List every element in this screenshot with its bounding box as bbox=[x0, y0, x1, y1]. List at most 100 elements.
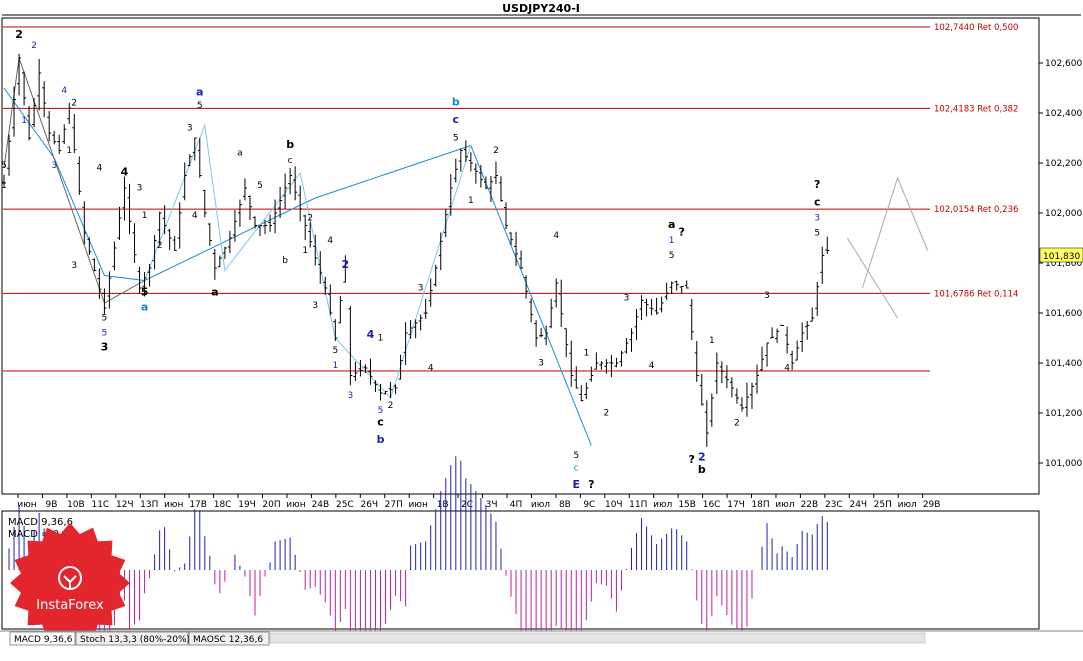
wave-label-18: 5 bbox=[141, 286, 149, 299]
tab-maosc-label: MAOSC 12,36,6 bbox=[193, 635, 263, 645]
tab-macd-label: MACD 9,36,6 bbox=[14, 635, 73, 645]
wave-label-26: 5 bbox=[257, 181, 263, 191]
wave-label-8: 3 bbox=[51, 161, 57, 171]
wave-label-0: 5 bbox=[1, 161, 7, 171]
wave-label-54: c bbox=[574, 464, 579, 474]
wave-label-69: b bbox=[698, 463, 706, 476]
wave-label-72: ? bbox=[814, 178, 820, 191]
wave-gray-line bbox=[3, 57, 145, 304]
wave-label-24: a bbox=[211, 286, 218, 299]
macd-value-label: MACD = 0,07 bbox=[8, 529, 75, 540]
tab-scrollbar[interactable] bbox=[269, 632, 926, 644]
wave-label-62: 1 bbox=[669, 236, 675, 246]
time-label-11: июн bbox=[286, 500, 305, 510]
current-price-label: 101,830 bbox=[1043, 252, 1080, 262]
fib-label-3: 101,6786 Ret 0,114 bbox=[934, 289, 1018, 299]
time-label-0: июн bbox=[17, 500, 36, 510]
wave-label-3: 2 bbox=[31, 41, 37, 51]
price-bars bbox=[2, 53, 830, 447]
wave-label-60: 4 bbox=[649, 361, 655, 371]
projection-lines bbox=[846, 176, 929, 319]
wave-label-29: b bbox=[282, 256, 288, 266]
wave-label-14: 4 bbox=[121, 166, 129, 179]
wave-label-19: a bbox=[141, 301, 148, 314]
fib-label-1: 102,4183 Ret 0,382 bbox=[934, 104, 1018, 114]
wave-label-20: 3 bbox=[187, 124, 193, 134]
time-label-5: 13П bbox=[140, 500, 158, 510]
fib-label-0: 102,7440 Ret 0,500 bbox=[934, 23, 1018, 33]
time-axis: июн 9В 10В 11С 12Ч 13П июн 17В 18С 19Ч 20П июн 24В 25… bbox=[17, 494, 940, 510]
time-label-7: 17В bbox=[189, 500, 207, 510]
wave-label-21: 5 bbox=[197, 101, 203, 111]
time-label-15: 27П bbox=[385, 500, 403, 510]
time-label-36: июл bbox=[898, 500, 917, 510]
wave-label-40: 2 bbox=[388, 401, 394, 411]
projection-up bbox=[861, 176, 929, 289]
tab-stoch[interactable]: Stoch 13,3,3 (80%-20%) bbox=[75, 631, 190, 646]
wave-label-57: 1 bbox=[583, 349, 589, 359]
price-label-6: 101,400 bbox=[1045, 359, 1082, 369]
time-label-6: июн bbox=[164, 500, 183, 510]
wave-label-55: E bbox=[573, 478, 581, 491]
time-label-32: 22В bbox=[801, 500, 819, 510]
time-label-26: июл bbox=[653, 500, 672, 510]
time-label-21: июл bbox=[531, 500, 550, 510]
wave-label-23: 4 bbox=[192, 211, 198, 221]
wave-label-75: 5 bbox=[814, 229, 820, 239]
wave-label-37: 3 bbox=[348, 391, 354, 401]
time-label-27: 15В bbox=[678, 500, 696, 510]
fibonacci-levels: 102,7440 Ret 0,500 102,4183 Ret 0,382 102,… bbox=[3, 23, 1018, 299]
wave-label-56: ? bbox=[588, 478, 594, 491]
time-label-10: 20П bbox=[262, 500, 280, 510]
wave-label-32: 4 bbox=[327, 236, 333, 246]
time-label-35: 25П bbox=[874, 500, 892, 510]
time-label-24: 10Ч bbox=[605, 500, 623, 510]
tab-macd[interactable]: MACD 9,36,6 bbox=[9, 631, 76, 646]
price-axis: 102,600 102,400 102,200 102,000 101,800 101,6… bbox=[1039, 59, 1082, 469]
wave-label-74: 3 bbox=[814, 214, 820, 224]
wave-label-33: 3 bbox=[312, 301, 318, 311]
logo-text: InstaForex bbox=[36, 598, 104, 613]
wave-label-16: 1 bbox=[142, 211, 148, 221]
time-label-16: июн bbox=[409, 500, 428, 510]
wave-label-30: 1 bbox=[302, 246, 308, 256]
wave-label-9: 4 bbox=[97, 164, 103, 174]
wave-label-67: 2 bbox=[698, 451, 706, 464]
time-label-8: 18С bbox=[214, 500, 232, 510]
time-label-34: 24Ч bbox=[849, 500, 867, 510]
wave-label-4: 1 bbox=[21, 116, 27, 126]
macd-settings-label: MACD 9,36,6 bbox=[8, 517, 73, 528]
wave-label-5: 4 bbox=[61, 86, 67, 96]
wave-label-52: 4 bbox=[553, 231, 559, 241]
price-label-1: 102,400 bbox=[1045, 109, 1082, 119]
time-label-13: 25С bbox=[336, 500, 354, 510]
wave-label-41: 5 bbox=[378, 406, 384, 416]
time-label-37: 29В bbox=[923, 500, 941, 510]
macd-pane-frame bbox=[1, 510, 1040, 630]
time-label-29: 17Ч bbox=[727, 500, 745, 510]
wave-label-68: ? bbox=[689, 453, 695, 466]
wave-label-46: b bbox=[452, 96, 460, 109]
wave-label-6: 2 bbox=[71, 99, 77, 109]
tab-maosc[interactable]: MAOSC 12,36,6 bbox=[188, 631, 270, 646]
wave-label-31: 2 bbox=[307, 214, 313, 224]
price-pane-frame bbox=[1, 17, 1040, 495]
price-label-5: 101,600 bbox=[1045, 309, 1082, 319]
wave-label-73: c bbox=[814, 196, 821, 209]
wave-label-39: 1 bbox=[378, 334, 384, 344]
wave-label-64: 5 bbox=[669, 251, 675, 261]
time-label-9: 19Ч bbox=[238, 500, 256, 510]
wave-light-line bbox=[144, 123, 472, 399]
time-label-28: 16С bbox=[703, 500, 721, 510]
time-label-30: 18П bbox=[751, 500, 769, 510]
wave-label-43: b bbox=[377, 433, 385, 446]
wave-label-50: 2 bbox=[493, 146, 499, 156]
wave-label-65: 1 bbox=[709, 336, 715, 346]
wave-label-66: 2 bbox=[734, 419, 740, 429]
price-label-4: 101,800 bbox=[1045, 259, 1082, 269]
wave-label-17: 2 bbox=[157, 241, 163, 251]
wave-label-51: 3 bbox=[538, 359, 544, 369]
current-price-tag: 101,830 bbox=[1039, 247, 1083, 263]
